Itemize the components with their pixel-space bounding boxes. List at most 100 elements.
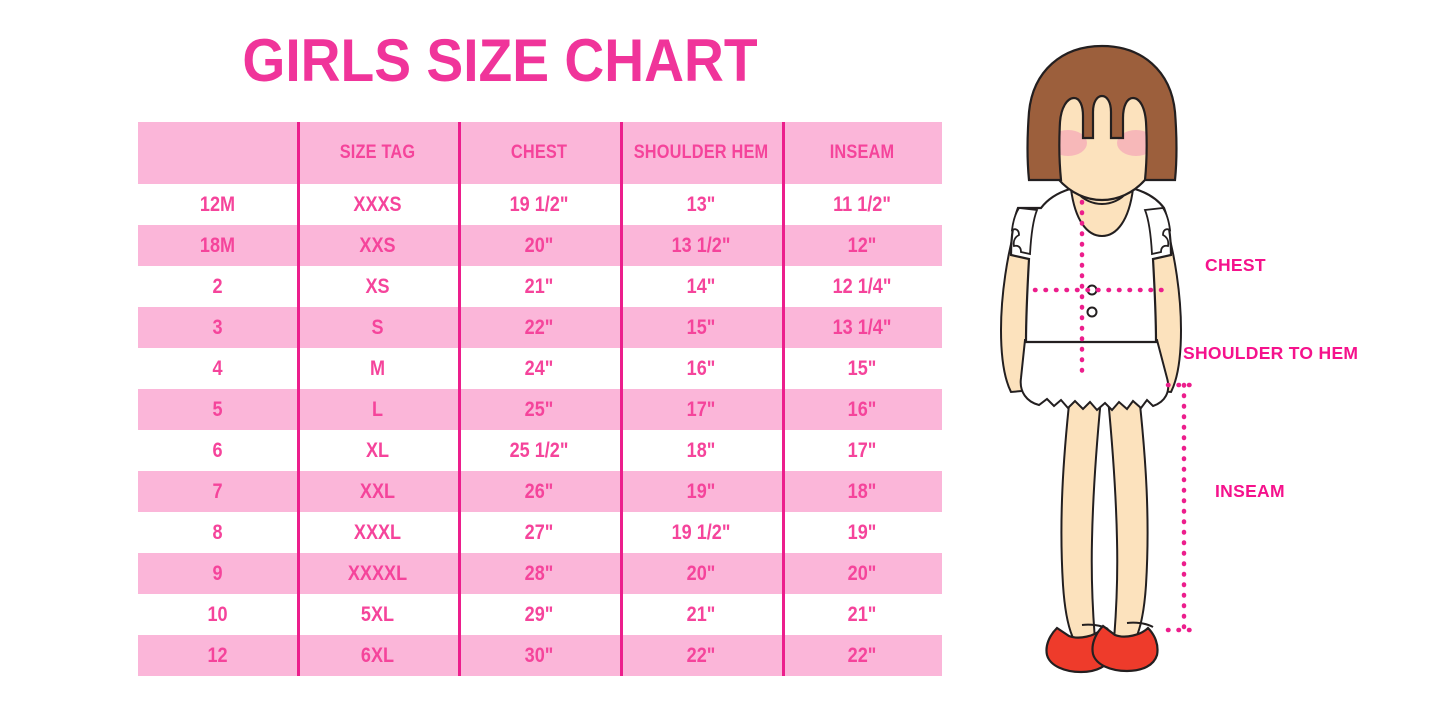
cell-chest: 29": [524, 603, 554, 626]
cell-size: 9: [212, 562, 223, 585]
button-bottom: [1086, 306, 1098, 318]
legs-group: [1060, 393, 1149, 641]
cell-size: 3: [212, 316, 223, 339]
shoes-group: [1045, 621, 1159, 674]
left-sleeve-ruffle: [1010, 207, 1039, 256]
cell-size-tag: 5XL: [360, 603, 395, 626]
skirt-group: [1019, 339, 1170, 412]
cell-shoulder-hem: 21": [686, 603, 716, 626]
cell-chest: 25 1/2": [509, 439, 569, 462]
cell-size-tag: XXXL: [353, 521, 402, 544]
cell-size: 18M: [199, 234, 236, 257]
table-row: 6 XL 25 1/2" 18" 17": [138, 430, 942, 471]
column-header-inseam: INSEAM: [829, 142, 895, 163]
cell-inseam: 17": [847, 439, 877, 462]
cell-chest: 27": [524, 521, 554, 544]
table-header-row: SIZE TAG CHEST SHOULDER HEM INSEAM: [138, 122, 942, 184]
cell-chest: 26": [524, 480, 554, 503]
cell-shoulder-hem: 20": [686, 562, 716, 585]
skirt: [1019, 339, 1170, 412]
cell-inseam: 12 1/4": [832, 275, 892, 298]
cell-inseam: 13 1/4": [832, 316, 892, 339]
table-row: 3 S 22" 15" 13 1/4": [138, 307, 942, 348]
column-header-shoulder-hem: SHOULDER HEM: [633, 142, 769, 163]
measurement-label-shoulder-to-hem: SHOULDER TO HEM: [1183, 343, 1359, 363]
table-row: 12M XXXS 19 1/2" 13" 11 1/2": [138, 184, 942, 225]
cell-inseam: 15": [847, 357, 877, 380]
cell-shoulder-hem: 19 1/2": [671, 521, 731, 544]
cell-chest: 25": [524, 398, 554, 421]
measurement-lines-group: [1032, 199, 1193, 633]
right-leg: [1106, 393, 1149, 641]
cell-chest: 19 1/2": [509, 193, 569, 216]
cell-size: 12: [207, 644, 228, 667]
table-row: 4 M 24" 16" 15": [138, 348, 942, 389]
cell-size-tag: XS: [365, 275, 390, 298]
cell-shoulder-hem: 22": [686, 644, 716, 667]
right-sleeve-ruffle: [1143, 207, 1172, 256]
column-divider-1: [297, 122, 300, 676]
column-header-chest: CHEST: [510, 142, 568, 163]
head-group: [1026, 44, 1178, 202]
cell-size-tag: 6XL: [360, 644, 395, 667]
cell-size-tag: XXL: [359, 480, 396, 503]
size-chart-table: SIZE TAG CHEST SHOULDER HEM INSEAM 12M X…: [138, 122, 942, 676]
cell-size-tag: XL: [365, 439, 390, 462]
cell-size-tag: XXS: [359, 234, 396, 257]
cell-inseam: 18": [847, 480, 877, 503]
column-divider-4: [782, 122, 785, 676]
cell-size: 4: [212, 357, 223, 380]
right-shoe: [1091, 624, 1159, 673]
girl-figure-illustration: [975, 40, 1230, 685]
hair: [1026, 44, 1178, 182]
cell-shoulder-hem: 19": [686, 480, 716, 503]
cell-size: 6: [212, 439, 223, 462]
cell-shoulder-hem: 18": [686, 439, 716, 462]
right-shoe-strap: [1126, 621, 1154, 628]
cell-chest: 22": [524, 316, 554, 339]
cell-inseam: 22": [847, 644, 877, 667]
cell-size-tag: L: [371, 398, 384, 421]
cell-chest: 21": [524, 275, 554, 298]
cell-size: 7: [212, 480, 223, 503]
column-header-size-tag: SIZE TAG: [339, 142, 416, 163]
table-row: 10 5XL 29" 21" 21": [138, 594, 942, 635]
cell-inseam: 11 1/2": [833, 193, 891, 216]
cell-size: 8: [212, 521, 223, 544]
cell-chest: 28": [524, 562, 554, 585]
cell-size: 5: [212, 398, 223, 421]
measurement-label-chest: CHEST: [1205, 255, 1266, 275]
table-row: 2 XS 21" 14" 12 1/4": [138, 266, 942, 307]
cell-inseam: 12": [847, 234, 877, 257]
measurement-label-inseam: INSEAM: [1215, 481, 1285, 501]
table-row: 12 6XL 30" 22" 22": [138, 635, 942, 676]
cell-shoulder-hem: 13": [686, 193, 716, 216]
cell-size-tag: S: [371, 316, 384, 339]
top-group: [1009, 187, 1173, 344]
cell-chest: 20": [524, 234, 554, 257]
cell-inseam: 21": [847, 603, 877, 626]
cell-size-tag: XXXS: [353, 193, 402, 216]
cell-shoulder-hem: 13 1/2": [671, 234, 731, 257]
table-row: 18M XXS 20" 13 1/2" 12": [138, 225, 942, 266]
column-divider-2: [458, 122, 461, 676]
cell-size: 12M: [199, 193, 236, 216]
left-leg: [1060, 393, 1103, 641]
cell-shoulder-hem: 17": [686, 398, 716, 421]
cell-chest: 30": [524, 644, 554, 667]
cell-size-tag: M: [369, 357, 386, 380]
table-row: 8 XXXL 27" 19 1/2" 19": [138, 512, 942, 553]
cell-inseam: 16": [847, 398, 877, 421]
page-title: GIRLS SIZE CHART: [242, 27, 758, 94]
cell-shoulder-hem: 15": [686, 316, 716, 339]
column-divider-3: [620, 122, 623, 676]
table-row: 5 L 25" 17" 16": [138, 389, 942, 430]
cell-chest: 24": [524, 357, 554, 380]
cell-shoulder-hem: 16": [686, 357, 716, 380]
cell-size: 2: [212, 275, 223, 298]
cell-shoulder-hem: 14": [686, 275, 716, 298]
table-row: 7 XXL 26" 19" 18": [138, 471, 942, 512]
cell-size-tag: XXXXL: [347, 562, 408, 585]
table-row: 9 XXXXL 28" 20" 20": [138, 553, 942, 594]
